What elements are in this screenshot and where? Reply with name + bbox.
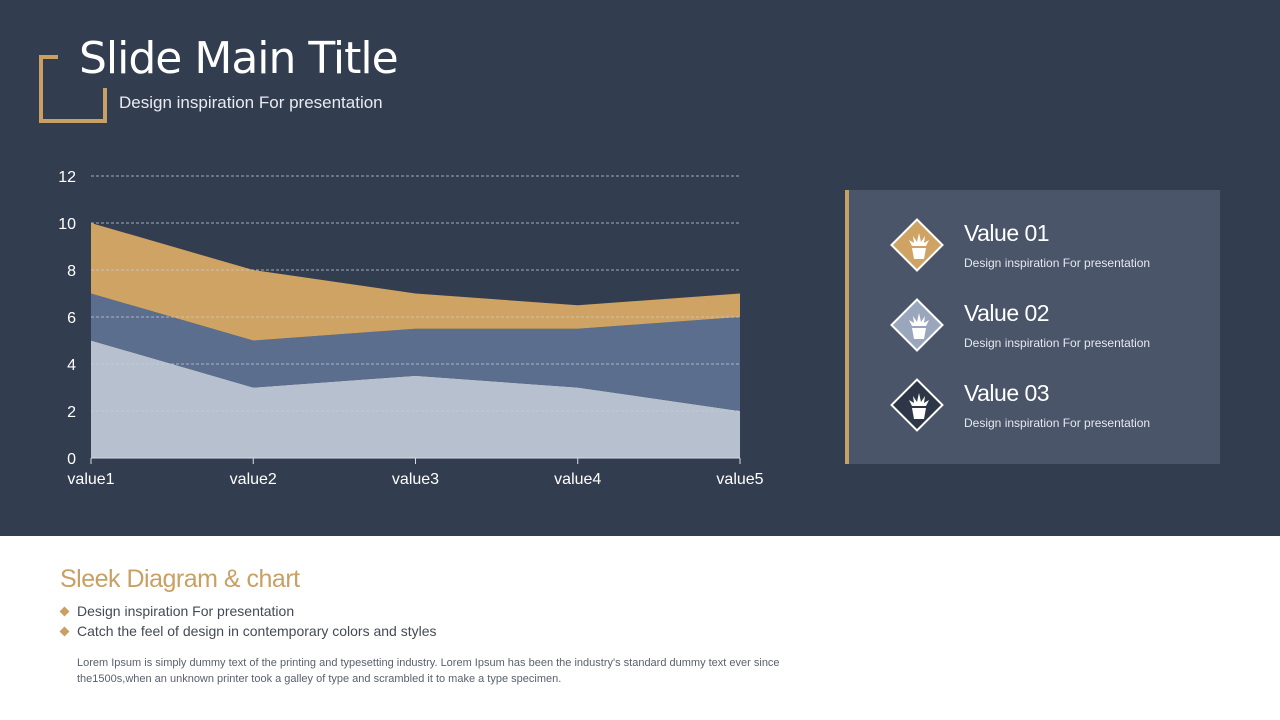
legend-item-2: Value 02 Design inspiration For presenta… [890, 298, 1213, 364]
legend-desc: Design inspiration For presentation [964, 336, 1151, 350]
y-tick-label: 6 [67, 310, 76, 327]
x-tick-label: value3 [392, 471, 439, 488]
y-tick-label: 12 [58, 169, 76, 186]
y-tick-label: 2 [67, 404, 76, 421]
legend-title: Value 02 [964, 300, 1050, 326]
y-tick-label: 4 [67, 357, 76, 374]
legend-desc: Design inspiration For presentation [964, 256, 1151, 270]
plant-icon [909, 313, 929, 339]
plant-icon [909, 393, 929, 419]
bullet-item: Design inspiration For presentation [59, 603, 295, 619]
x-tick-label: value4 [554, 471, 601, 488]
legend-panel: Value 01 Design inspiration For presenta… [845, 190, 1220, 464]
bullet-item: Catch the feel of design in contemporary… [59, 623, 437, 639]
y-tick-label: 10 [58, 216, 76, 233]
slide-title: Slide Main Title [79, 33, 399, 84]
section-title: Sleek Diagram & chart [60, 565, 300, 593]
legend-item-3: Value 03 Design inspiration For presenta… [890, 378, 1213, 444]
area-series-1 [91, 340, 740, 458]
plant-icon [909, 233, 929, 259]
x-tick-label: value2 [230, 471, 277, 488]
bracket-gap-right [98, 50, 110, 88]
legend-desc: Design inspiration For presentation [964, 416, 1151, 430]
bullet-text: Catch the feel of design in contemporary… [77, 623, 437, 639]
diamond-bullet-icon [59, 626, 70, 637]
x-tick-label: value5 [716, 471, 763, 488]
legend-title: Value 01 [964, 220, 1050, 246]
bullet-text: Design inspiration For presentation [77, 603, 295, 619]
x-tick-label: value1 [67, 471, 114, 488]
area-series-3 [91, 223, 740, 341]
body-paragraph: Lorem Ipsum is simply dummy text of the … [77, 657, 780, 685]
y-tick-label: 8 [67, 263, 76, 280]
y-tick-label: 0 [67, 451, 76, 468]
diamond-bullet-icon [59, 606, 70, 617]
legend-item-1: Value 01 Design inspiration For presenta… [890, 218, 1213, 284]
area-chart: value1 value2 value3 value4 value5 0 2 4 6 8 10 12 [58, 169, 763, 488]
slide-subtitle: Design inspiration For presentation [119, 93, 383, 112]
area-series-2 [91, 293, 740, 411]
bracket-gap-top [58, 50, 108, 62]
legend-title: Value 03 [964, 380, 1050, 406]
